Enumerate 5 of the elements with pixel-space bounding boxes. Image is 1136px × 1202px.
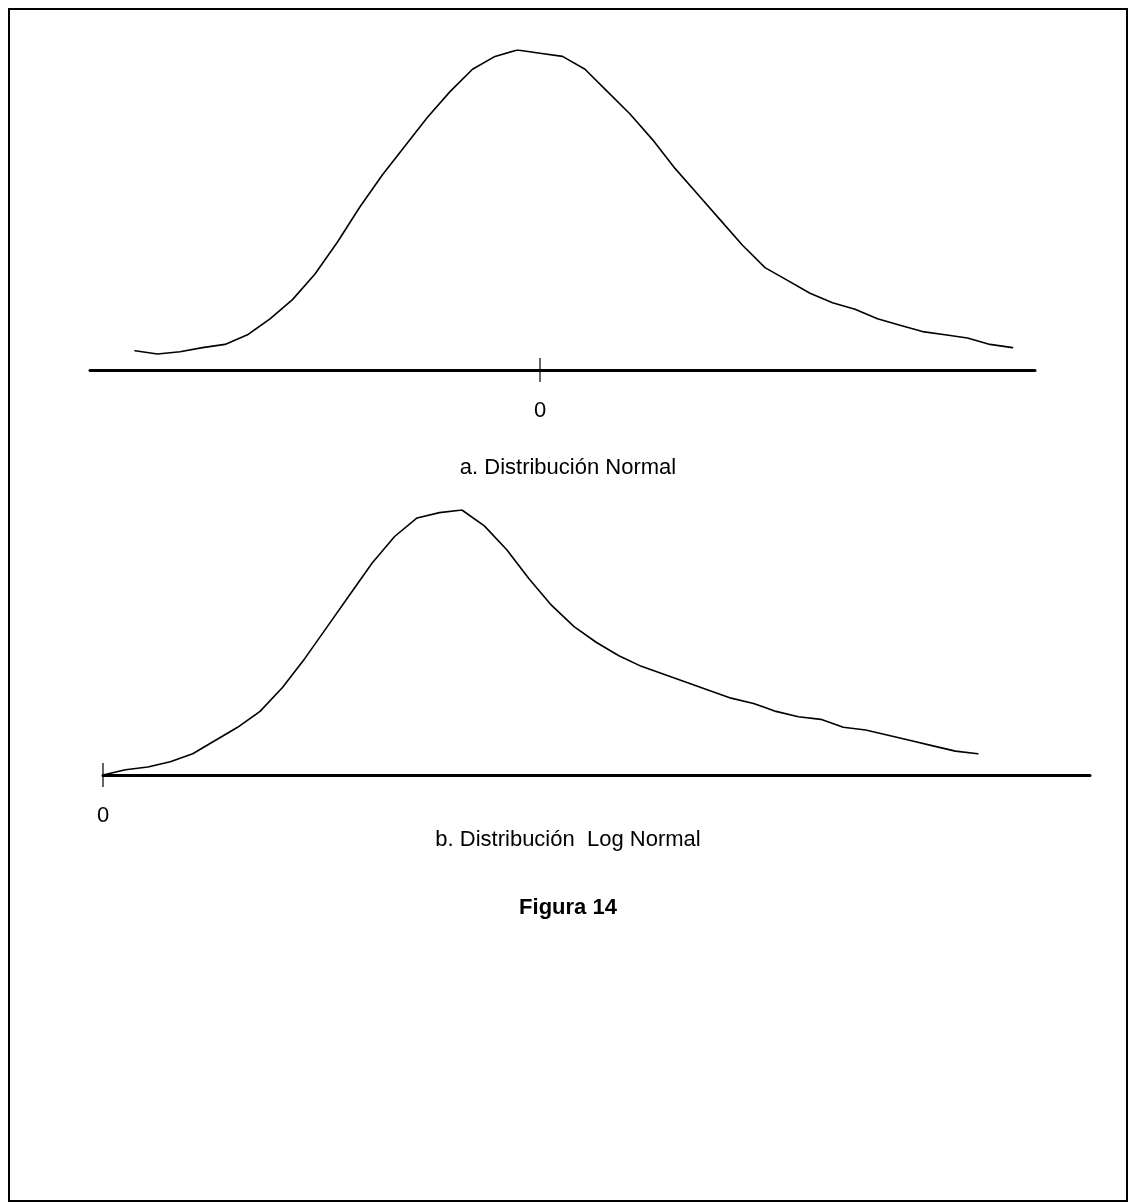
text: 0 <box>533 396 547 422</box>
text: b. Distribución Log Normal <box>435 825 701 851</box>
text: a. Distribución Normal <box>459 453 677 479</box>
text: Figura 14 <box>519 893 618 919</box>
text: 0 <box>96 801 110 827</box>
